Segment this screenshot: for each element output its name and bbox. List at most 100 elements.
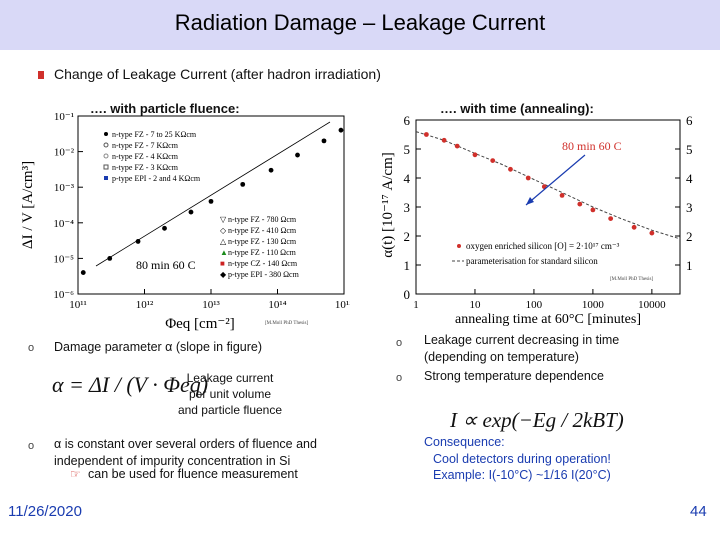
right-data-point xyxy=(608,216,614,221)
left-credit: [M.Moll PhD Thesis] xyxy=(265,321,308,326)
right-legend-1: parameterisation for standard silicon xyxy=(466,256,598,266)
right-data-point xyxy=(577,201,583,207)
legend-top-0: n-type FZ - 7 to 25 KΩcm xyxy=(112,130,197,139)
right-data-point xyxy=(525,175,531,181)
left-ytick-label: 10⁻⁴ xyxy=(53,218,74,230)
left-ytick-label: 10⁻⁶ xyxy=(53,289,74,301)
formula-note-line3: and particle fluence xyxy=(177,403,283,417)
formula-note: Leakage current per unit volume and part… xyxy=(170,370,290,418)
left-fit-line xyxy=(95,121,331,267)
right-ytick-label-left: 0 xyxy=(404,287,411,302)
bullet-circle-icon: o xyxy=(396,372,403,384)
left-data-point xyxy=(135,239,141,244)
right-xtick-label: 1 xyxy=(413,299,419,311)
right-ytick-label-right: 1 xyxy=(686,258,693,273)
formula-note-line1: Leakage current xyxy=(186,371,274,385)
left-chart-heading: …. with particle fluence: xyxy=(90,101,240,116)
right-ytick-label-right: 6 xyxy=(686,113,693,128)
consequence-line2: Example: I(-10°C) ~1/16 I(20°C) xyxy=(433,468,611,482)
svg-text:▲: ▲ xyxy=(220,248,228,257)
temperature-dependence-text: Strong temperature dependence xyxy=(424,369,604,383)
legend-top-4: p-type EPI - 2 and 4 KΩcm xyxy=(112,174,201,183)
right-data-point xyxy=(423,132,429,137)
legend-bottom-0: n-type FZ - 780 Ωcm xyxy=(228,215,297,224)
left-data-point xyxy=(295,152,300,158)
left-xtick-label: 10¹² xyxy=(136,299,154,311)
svg-text:△: △ xyxy=(220,237,227,246)
left-data-point xyxy=(162,225,167,231)
left-xtick-label: 10¹⁴ xyxy=(268,299,286,311)
legend-top-2: n-type FZ - 4 KΩcm xyxy=(112,152,179,161)
page-number: 44 xyxy=(690,503,707,520)
right-ytick-label-left: 5 xyxy=(404,142,411,157)
right-data-point xyxy=(454,143,460,149)
right-ytick-label-left: 4 xyxy=(404,171,411,186)
left-data-point xyxy=(321,138,327,144)
left-data-point xyxy=(80,270,86,275)
formula-note-line2: per unit volume xyxy=(188,387,272,401)
left-data-point xyxy=(338,127,344,133)
right-xtick-label: 100 xyxy=(526,299,543,311)
right-data-point xyxy=(559,193,565,198)
legend-top-3: n-type FZ - 3 KΩcm xyxy=(112,163,179,172)
left-ytick-label: 10⁻² xyxy=(54,147,75,159)
left-annotation: 80 min 60 C xyxy=(136,258,196,272)
bullet-circle-icon: o xyxy=(396,337,403,349)
legend-markers: ▽ ◇ △ ▲ ■ ◆ xyxy=(103,132,228,279)
left-xtick-label: 10¹¹ xyxy=(69,299,87,311)
right-ytick-label-left: 3 xyxy=(404,200,411,215)
left-ytick-label: 10⁻¹ xyxy=(54,111,74,123)
svg-text:▽: ▽ xyxy=(220,215,227,224)
right-annotation: 80 min 60 C xyxy=(562,139,622,153)
left-data-point xyxy=(208,198,214,204)
damage-parameter-text: Damage parameter α (slope in figure) xyxy=(54,340,263,354)
slide-subtitle: Change of Leakage Current (after hadron … xyxy=(54,66,381,82)
legend-bottom-5: p-type EPI - 380 Ωcm xyxy=(228,270,300,279)
left-xtick-label: 10¹⁵ xyxy=(335,299,350,311)
right-xtick-label: 10000 xyxy=(638,299,666,311)
right-data-point xyxy=(590,207,596,213)
slide-title: Radiation Damage – Leakage Current xyxy=(174,10,546,35)
right-data-point xyxy=(490,158,496,163)
right-xtick-label: 1000 xyxy=(582,299,605,311)
left-ytick-label: 10⁻⁵ xyxy=(53,253,74,265)
right-ytick-label-left: 1 xyxy=(404,258,411,273)
svg-text:■: ■ xyxy=(220,259,225,268)
right-ytick-label-left: 6 xyxy=(404,113,411,128)
leakage-decrease-text: Leakage current decreasing in time (depe… xyxy=(424,333,620,364)
slide-date: 11/26/2020 xyxy=(8,503,82,520)
title-bar xyxy=(0,0,720,50)
left-data-point xyxy=(268,167,274,173)
right-legend-0: oxygen enriched silicon [O] = 2·10¹⁷ cm⁻… xyxy=(466,241,620,251)
bullet-circle-icon: o xyxy=(28,342,35,354)
right-xtick-label: 10 xyxy=(469,299,481,311)
alpha-formula: α = ΔI / (V · Φeq) xyxy=(52,372,209,397)
fluence-measurement-text: can be used for fluence measurement xyxy=(88,467,298,481)
right-ytick-label-right: 2 xyxy=(686,229,693,244)
right-chart-heading: …. with time (annealing): xyxy=(440,101,594,116)
right-ytick-label-left: 2 xyxy=(404,229,411,244)
right-data-point xyxy=(649,230,655,236)
bullet-square-icon xyxy=(38,71,44,79)
exp-formula: I ∝ exp(−Eg / 2kBT) xyxy=(450,408,624,432)
legend-bottom-1: n-type FZ - 410 Ωcm xyxy=(228,226,297,235)
legend-bottom-4: n-type CZ - 140 Ωcm xyxy=(228,259,298,268)
right-data-point xyxy=(508,166,513,172)
svg-text:◆: ◆ xyxy=(220,270,227,279)
legend-bottom-2: n-type FZ - 130 Ωcm xyxy=(228,237,297,246)
right-data-point xyxy=(631,224,637,230)
right-ylabel: α(t) [10⁻¹⁷ A/cm] xyxy=(380,152,396,257)
right-credit: [M.Moll PhD Thesis] xyxy=(610,277,653,282)
right-data-point xyxy=(472,152,478,158)
right-data-point xyxy=(441,137,447,143)
right-ytick-label-right: 3 xyxy=(686,200,693,215)
left-data-point xyxy=(188,209,194,215)
left-xtick-label: 10¹³ xyxy=(202,299,220,311)
legend-bottom-3: n-type FZ - 110 Ωcm xyxy=(228,248,297,257)
svg-text:◇: ◇ xyxy=(220,226,227,235)
left-ytick-label: 10⁻³ xyxy=(54,182,75,194)
left-ylabel: ΔI / V [A/cm³] xyxy=(20,161,36,249)
right-ytick-label-right: 5 xyxy=(686,142,693,157)
